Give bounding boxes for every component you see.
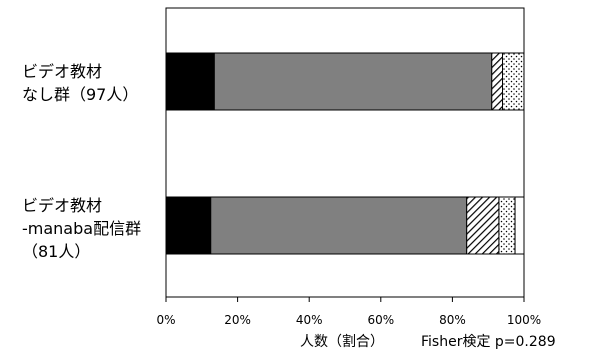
category-label-0-line-0: ビデオ教材 (22, 62, 103, 81)
category-label-0-line-1: なし群（97人） (22, 85, 139, 104)
x-tick-label-2: 40% (296, 313, 323, 327)
bar-segment-0-2 (491, 52, 504, 111)
plot-area (165, 7, 525, 298)
plot-frame (165, 7, 525, 298)
bar-segment-0-1 (213, 52, 493, 111)
bar-segment-0-0 (165, 52, 215, 111)
category-label-1-line-1: -manaba配信群 (22, 219, 142, 238)
x-tick-label-0: 0% (156, 313, 175, 327)
category-label-1-line-2: （81人） (22, 242, 91, 261)
bars-group (165, 52, 525, 255)
x-tick-label-5: 100% (507, 313, 541, 327)
x-tick-label-1: 20% (224, 313, 251, 327)
bar-segment-1-4 (514, 196, 525, 255)
bar-segment-1-3 (498, 196, 516, 255)
category-label-1-line-0: ビデオ教材 (22, 196, 103, 215)
category-label-1: ビデオ教材 -manaba配信群 （81人） (22, 194, 141, 263)
fisher-test-annotation: Fisher検定 p=0.289 (421, 334, 556, 350)
x-tick-label-3: 60% (367, 313, 394, 327)
category-label-0: ビデオ教材 なし群（97人） (22, 60, 138, 106)
bar-segment-1-0 (165, 196, 212, 255)
bar-segment-0-3 (502, 52, 525, 111)
bar-segment-1-2 (466, 196, 500, 255)
x-axis: 0% 20% 40% 60% 80% 100% (156, 297, 541, 327)
x-axis-label: 人数（割合） (300, 334, 384, 350)
x-tick-label-4: 80% (439, 313, 466, 327)
bar-segment-1-1 (210, 196, 468, 255)
